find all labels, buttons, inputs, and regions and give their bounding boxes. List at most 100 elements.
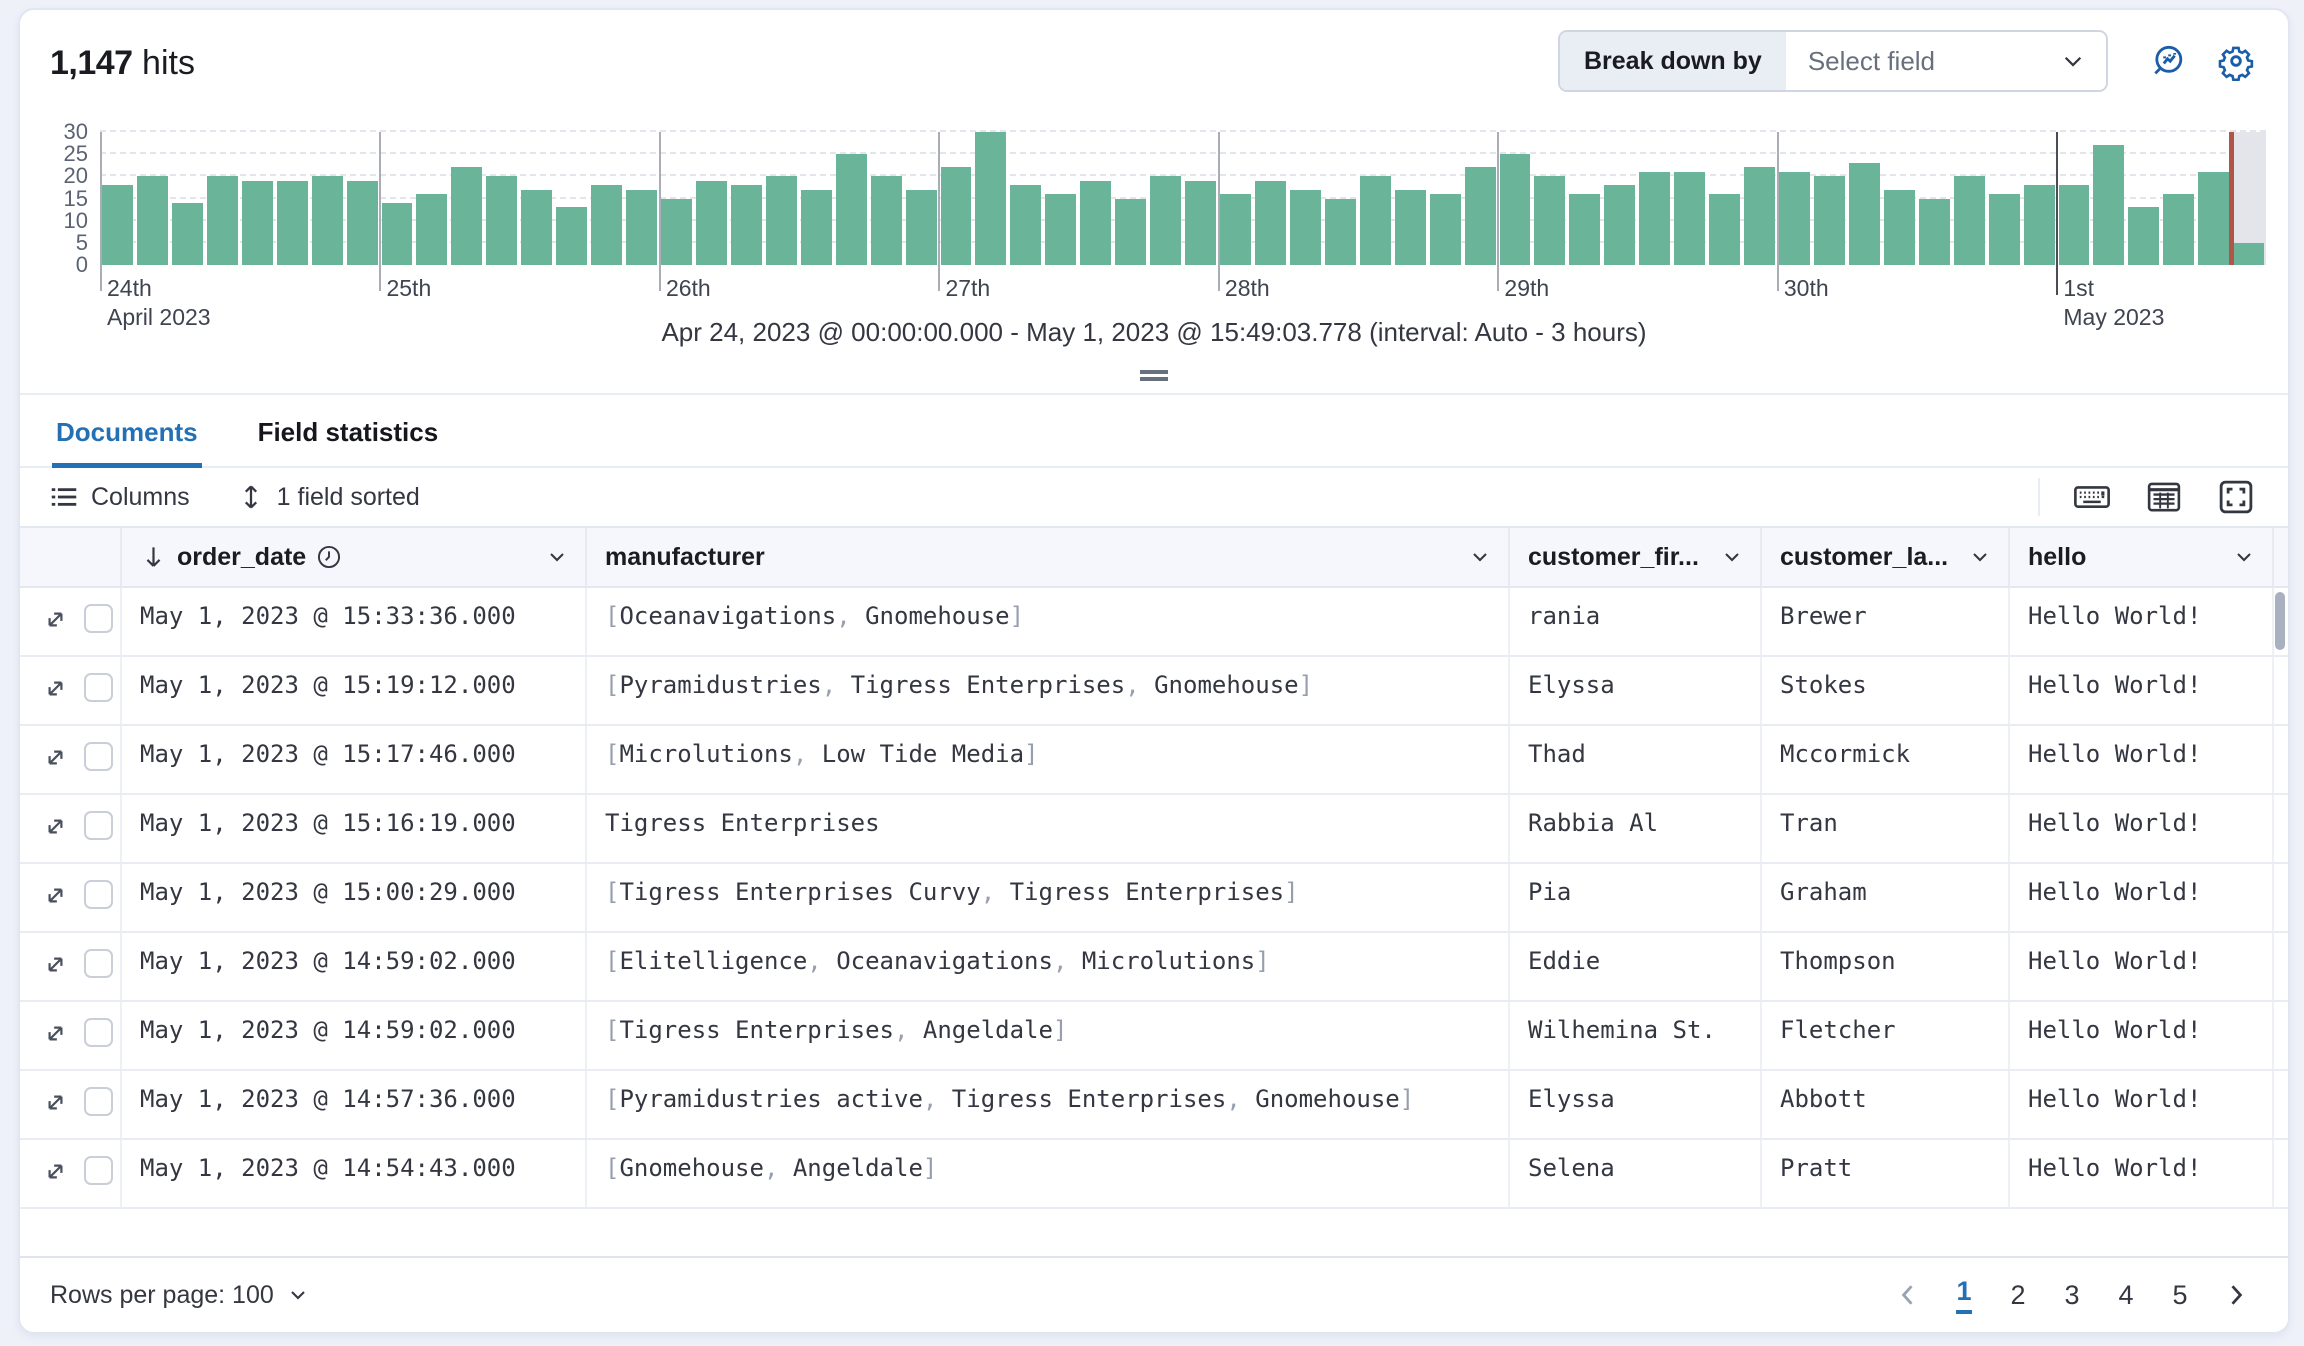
header-order-date[interactable]: order_date bbox=[122, 528, 587, 586]
cell-hello[interactable]: Hello World! bbox=[2010, 933, 2274, 1000]
expand-row-icon[interactable] bbox=[42, 811, 69, 840]
chevron-down-icon[interactable] bbox=[2232, 545, 2256, 569]
histogram-bar[interactable] bbox=[661, 199, 692, 266]
histogram-bar[interactable] bbox=[1255, 181, 1286, 265]
page-button-1[interactable]: 1 bbox=[1940, 1271, 1988, 1319]
cell-order-date[interactable]: May 1, 2023 @ 14:54:43.000 bbox=[122, 1140, 587, 1207]
histogram-bar[interactable] bbox=[2093, 145, 2124, 265]
cell-customer-last[interactable]: Pratt bbox=[1762, 1140, 2010, 1207]
histogram-bar[interactable] bbox=[1919, 199, 1950, 266]
cell-customer-first[interactable]: Pia bbox=[1510, 864, 1762, 931]
histogram-bar[interactable] bbox=[1779, 172, 1810, 265]
page-button-2[interactable]: 2 bbox=[1994, 1271, 2042, 1319]
histogram-bar[interactable] bbox=[871, 176, 902, 265]
cell-order-date[interactable]: May 1, 2023 @ 15:19:12.000 bbox=[122, 657, 587, 724]
inspect-chart-button[interactable] bbox=[2142, 35, 2194, 87]
row-checkbox[interactable] bbox=[84, 604, 113, 633]
cell-order-date[interactable]: May 1, 2023 @ 14:57:36.000 bbox=[122, 1071, 587, 1138]
cell-hello[interactable]: Hello World! bbox=[2010, 1140, 2274, 1207]
header-manufacturer[interactable]: manufacturer bbox=[587, 528, 1510, 586]
cell-customer-last[interactable]: Mccormick bbox=[1762, 726, 2010, 793]
tab-field-statistics[interactable]: Field statistics bbox=[254, 395, 443, 466]
histogram-bar[interactable] bbox=[836, 154, 867, 265]
chevron-down-icon[interactable] bbox=[545, 545, 569, 569]
histogram-bar[interactable] bbox=[2233, 243, 2264, 265]
histogram-bar[interactable] bbox=[1989, 194, 2020, 265]
cell-customer-last[interactable]: Thompson bbox=[1762, 933, 2010, 1000]
histogram-bar[interactable] bbox=[1604, 185, 1635, 265]
expand-row-icon[interactable] bbox=[42, 1156, 69, 1185]
cell-order-date[interactable]: May 1, 2023 @ 15:00:29.000 bbox=[122, 864, 587, 931]
cell-customer-last[interactable]: Abbott bbox=[1762, 1071, 2010, 1138]
histogram-bar[interactable] bbox=[1325, 199, 1356, 266]
expand-row-icon[interactable] bbox=[42, 1018, 69, 1047]
histogram-bar[interactable] bbox=[2059, 185, 2090, 265]
histogram-bar[interactable] bbox=[626, 190, 657, 265]
row-checkbox[interactable] bbox=[84, 1156, 113, 1185]
cell-manufacturer[interactable]: [Oceanavigations, Gnomehouse] bbox=[587, 588, 1510, 655]
row-checkbox[interactable] bbox=[84, 1087, 113, 1116]
histogram-bar[interactable] bbox=[242, 181, 273, 265]
histogram-bar[interactable] bbox=[1674, 172, 1705, 265]
histogram-bar[interactable] bbox=[941, 167, 972, 265]
cell-hello[interactable]: Hello World! bbox=[2010, 795, 2274, 862]
keyboard-shortcuts-icon[interactable] bbox=[2066, 471, 2118, 523]
columns-button[interactable]: Columns bbox=[50, 483, 190, 512]
cell-manufacturer[interactable]: [Tigress Enterprises, Angeldale] bbox=[587, 1002, 1510, 1069]
row-checkbox[interactable] bbox=[84, 880, 113, 909]
cell-manufacturer[interactable]: [Gnomehouse, Angeldale] bbox=[587, 1140, 1510, 1207]
row-checkbox[interactable] bbox=[84, 673, 113, 702]
cell-customer-last[interactable]: Brewer bbox=[1762, 588, 2010, 655]
histogram-bar[interactable] bbox=[347, 181, 378, 265]
row-checkbox[interactable] bbox=[84, 811, 113, 840]
histogram-bar[interactable] bbox=[1849, 163, 1880, 265]
histogram-bar[interactable] bbox=[277, 181, 308, 265]
histogram-bar[interactable] bbox=[696, 181, 727, 265]
cell-customer-first[interactable]: Eddie bbox=[1510, 933, 1762, 1000]
chevron-down-icon[interactable] bbox=[1968, 545, 1992, 569]
header-customer-first[interactable]: customer_fir... bbox=[1510, 528, 1762, 586]
histogram-bar[interactable] bbox=[1500, 154, 1531, 265]
chevron-down-icon[interactable] bbox=[1720, 545, 1744, 569]
cell-customer-first[interactable]: Thad bbox=[1510, 726, 1762, 793]
histogram-bar[interactable] bbox=[207, 176, 238, 265]
cell-hello[interactable]: Hello World! bbox=[2010, 657, 2274, 724]
cell-manufacturer[interactable]: [Pyramidustries active, Tigress Enterpri… bbox=[587, 1071, 1510, 1138]
cell-customer-first[interactable]: Selena bbox=[1510, 1140, 1762, 1207]
cell-customer-last[interactable]: Fletcher bbox=[1762, 1002, 2010, 1069]
cell-manufacturer[interactable]: [Tigress Enterprises Curvy, Tigress Ente… bbox=[587, 864, 1510, 931]
expand-row-icon[interactable] bbox=[42, 880, 69, 909]
cell-customer-last[interactable]: Graham bbox=[1762, 864, 2010, 931]
histogram-bar[interactable] bbox=[172, 203, 203, 265]
histogram-bar[interactable] bbox=[591, 185, 622, 265]
histogram-bar[interactable] bbox=[1465, 167, 1496, 265]
sort-fields-button[interactable]: 1 field sorted bbox=[238, 483, 420, 512]
histogram-bar[interactable] bbox=[1360, 176, 1391, 265]
histogram-bar[interactable] bbox=[451, 167, 482, 265]
expand-row-icon[interactable] bbox=[42, 673, 69, 702]
cell-order-date[interactable]: May 1, 2023 @ 14:59:02.000 bbox=[122, 933, 587, 1000]
histogram-bar[interactable] bbox=[556, 207, 587, 265]
cell-customer-first[interactable]: rania bbox=[1510, 588, 1762, 655]
histogram-bar[interactable] bbox=[1150, 176, 1181, 265]
histogram-bar[interactable] bbox=[975, 132, 1006, 265]
histogram-bar[interactable] bbox=[731, 185, 762, 265]
cell-customer-last[interactable]: Stokes bbox=[1762, 657, 2010, 724]
histogram-bar[interactable] bbox=[521, 190, 552, 265]
cell-hello[interactable]: Hello World! bbox=[2010, 588, 2274, 655]
histogram-bar[interactable] bbox=[1534, 176, 1565, 265]
gear-icon[interactable] bbox=[2210, 35, 2262, 87]
page-button-3[interactable]: 3 bbox=[2048, 1271, 2096, 1319]
cell-manufacturer[interactable]: [Microlutions, Low Tide Media] bbox=[587, 726, 1510, 793]
histogram-bar[interactable] bbox=[1814, 176, 1845, 265]
tab-documents[interactable]: Documents bbox=[52, 395, 202, 466]
cell-manufacturer[interactable]: Tigress Enterprises bbox=[587, 795, 1510, 862]
cell-order-date[interactable]: May 1, 2023 @ 15:33:36.000 bbox=[122, 588, 587, 655]
cell-hello[interactable]: Hello World! bbox=[2010, 1002, 2274, 1069]
histogram-bar[interactable] bbox=[1010, 185, 1041, 265]
display-options-icon[interactable] bbox=[2138, 471, 2190, 523]
histogram-bar[interactable] bbox=[486, 176, 517, 265]
histogram-bar[interactable] bbox=[1395, 190, 1426, 265]
expand-row-icon[interactable] bbox=[42, 604, 69, 633]
histogram-bar[interactable] bbox=[1709, 194, 1740, 265]
